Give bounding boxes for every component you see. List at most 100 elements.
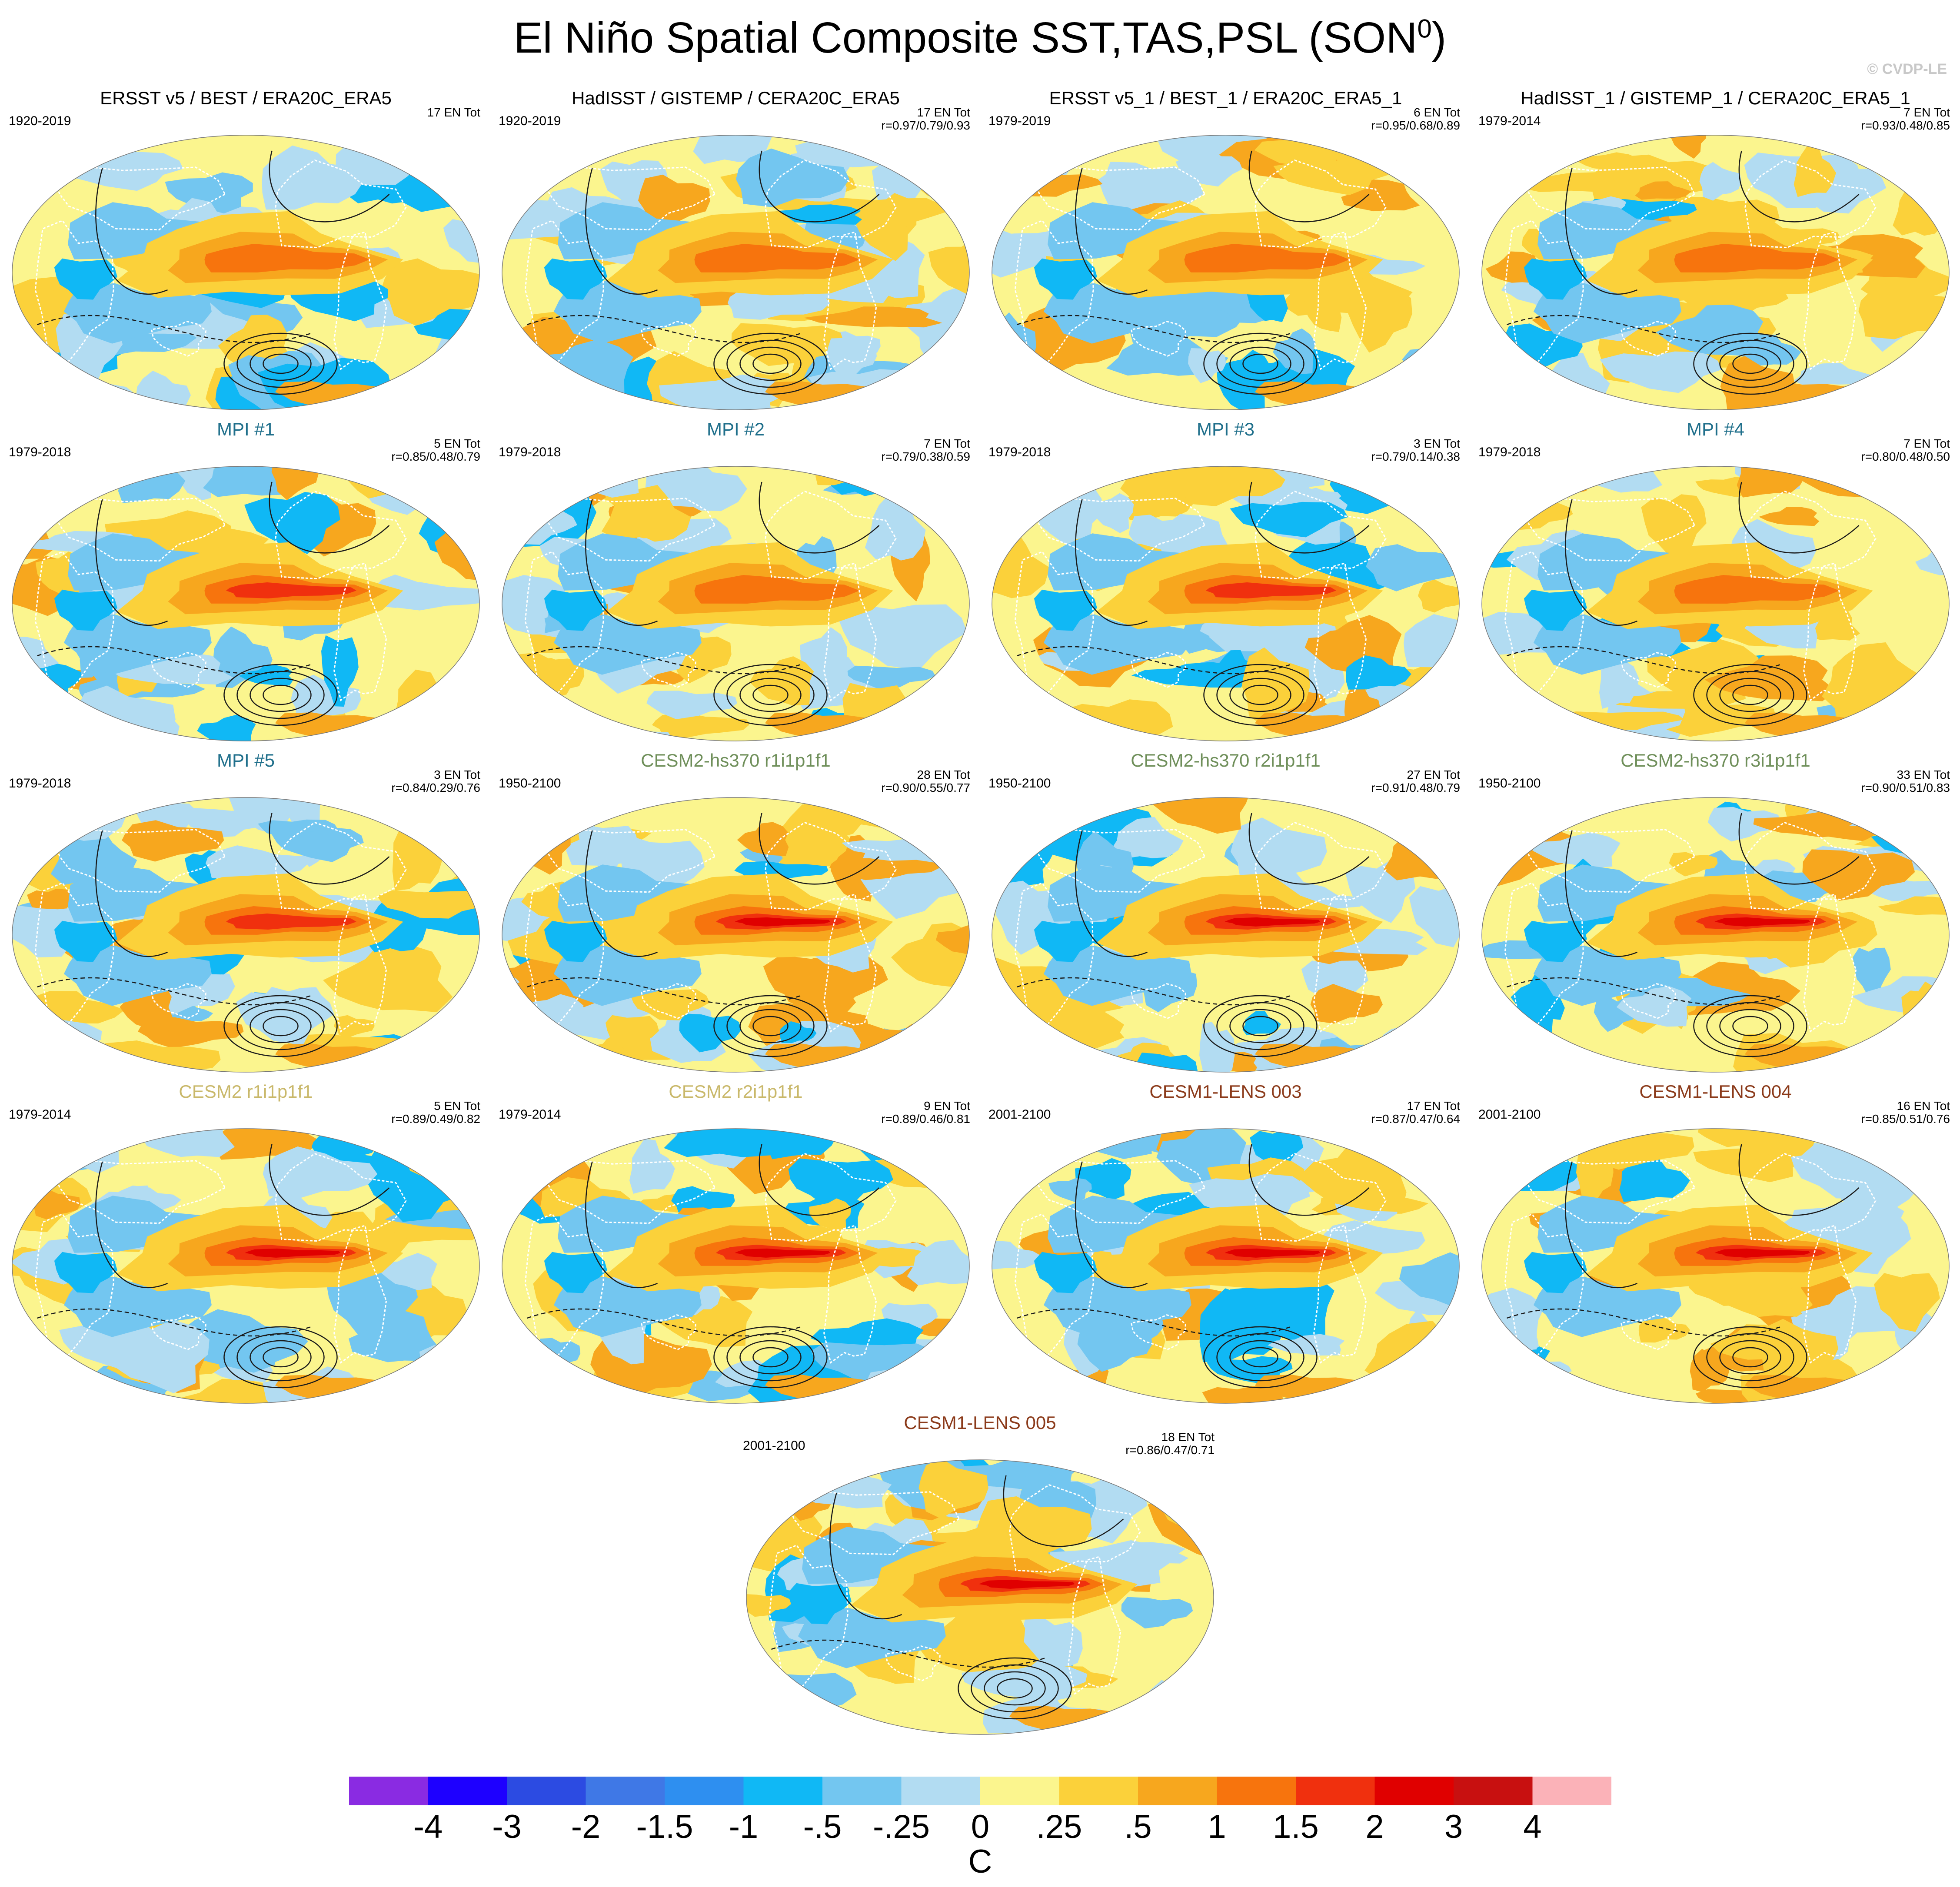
- coastline: [543, 827, 716, 893]
- cool-anomaly: [63, 945, 212, 1006]
- composite-map: [745, 1458, 1215, 1736]
- event-count: 27 EN Tot: [1407, 768, 1460, 781]
- panel-count: 7 EN Tot r=0.79/0.38/0.59: [881, 437, 970, 463]
- panel-count: 17 EN Tot r=0.97/0.79/0.93: [881, 106, 970, 132]
- anomaly-region: [1818, 1057, 1943, 1072]
- map-border: [502, 797, 970, 1073]
- coastline: [1744, 1153, 1877, 1242]
- anomaly-region: [786, 1474, 892, 1508]
- nino-warm-core: [226, 914, 356, 930]
- cool-anomaly: [1524, 920, 1587, 962]
- anomaly-region: [122, 820, 224, 862]
- warm-anomaly: [1255, 1043, 1359, 1067]
- anomaly-region: [1482, 466, 1547, 504]
- anomaly-region: [804, 306, 942, 328]
- anomaly-region: [1188, 348, 1226, 383]
- anomaly-region: [1482, 149, 1514, 183]
- panel-years: 1950-2100: [1478, 776, 1541, 791]
- psl-contour: [1732, 684, 1768, 705]
- anomaly-region: [992, 1129, 1064, 1160]
- anomaly-region: [197, 714, 256, 741]
- panel-count: 17 EN Tot: [427, 106, 480, 119]
- coastline: [1033, 165, 1206, 231]
- anomaly-region: [1200, 618, 1330, 648]
- anomaly-region: [413, 1129, 479, 1140]
- anomaly-region: [847, 665, 935, 688]
- anomaly-region: [421, 466, 479, 513]
- coastline: [765, 1153, 897, 1242]
- panel-years: 1920-2019: [9, 114, 71, 128]
- psl-contour: [37, 1308, 311, 1337]
- event-count: 7 EN Tot: [1903, 437, 1950, 450]
- anomaly-region: [1366, 544, 1459, 591]
- coastline: [823, 231, 877, 370]
- coastline: [1744, 159, 1877, 249]
- anomaly-region: [1121, 1597, 1193, 1629]
- anomaly-region: [659, 1296, 753, 1347]
- event-count: 28 EN Tot: [917, 768, 970, 781]
- anomaly-region: [935, 923, 969, 957]
- composite-map: [990, 796, 1461, 1074]
- psl-contour: [1732, 353, 1768, 374]
- nino-warm-core: [1714, 1248, 1810, 1258]
- map-panel: CESM1-LENS 003 2001-2100 17 EN Tot r=0.87/0…: [981, 1081, 1471, 1412]
- anomaly-region: [1697, 1129, 1788, 1147]
- coastline: [34, 219, 114, 372]
- coastline: [1014, 219, 1094, 372]
- map-panel: MPI #1 1979-2018 5 EN Tot r=0.85/0.48/0.79: [1, 419, 491, 749]
- anomaly-region: [776, 804, 852, 871]
- colorbar-swatch: [1374, 1777, 1454, 1805]
- anomaly-region: [1669, 135, 1707, 159]
- event-count: 18 EN Tot: [1161, 1430, 1215, 1444]
- anomaly-region: [538, 466, 650, 498]
- panel-title: MPI #5: [216, 750, 275, 771]
- anomaly-region: [992, 1240, 1043, 1271]
- psl-contour: [1719, 1009, 1781, 1043]
- psl-contour: [95, 499, 168, 626]
- coastline: [1033, 827, 1206, 893]
- pattern-correlation: r=0.79/0.14/0.38: [1371, 450, 1460, 463]
- anomaly-region: [1638, 1316, 1690, 1343]
- psl-contour: [37, 315, 311, 343]
- cool-anomaly: [54, 1252, 117, 1293]
- psl-contour: [984, 1671, 1046, 1706]
- psl-contour: [223, 664, 338, 726]
- coastline: [765, 821, 897, 911]
- psl-contour: [1203, 1326, 1318, 1389]
- composite-map: [990, 1127, 1461, 1405]
- colorbar-tick-label: -4: [413, 1808, 443, 1845]
- event-count: 7 EN Tot: [924, 437, 970, 450]
- psl-contour: [739, 678, 802, 712]
- panel-title: MPI #2: [706, 419, 765, 439]
- anomaly-region: [1669, 852, 1718, 877]
- coastline: [524, 219, 604, 372]
- anomaly-region: [53, 1045, 94, 1068]
- composite-map: [10, 465, 481, 743]
- nino-warm-core: [694, 575, 860, 604]
- anomaly-region: [379, 1253, 437, 1290]
- anomaly-region: [517, 994, 584, 1036]
- anomaly-region: [382, 1129, 422, 1142]
- cool-anomaly: [553, 283, 702, 344]
- composite-map: [500, 465, 971, 743]
- coastline: [1255, 159, 1387, 249]
- anomaly-region: [323, 944, 453, 1012]
- warm-anomaly: [1255, 712, 1359, 736]
- anomaly-region: [1753, 812, 1856, 837]
- psl-contour: [1017, 646, 1291, 674]
- nino-warm-core: [245, 1248, 341, 1258]
- anomaly-region: [1833, 393, 1949, 410]
- composite-map: [500, 1127, 971, 1405]
- nino-warm-core: [1225, 917, 1321, 927]
- nino-warm-core: [979, 1579, 1075, 1589]
- anomaly-region: [1707, 807, 1780, 842]
- colorbar-swatch: [980, 1777, 1059, 1805]
- anomaly-region: [1690, 1349, 1729, 1392]
- coastline: [53, 496, 226, 562]
- anomaly-region: [108, 651, 234, 685]
- colorbar-swatch: [507, 1777, 586, 1805]
- coastline: [275, 1153, 407, 1242]
- coastline: [1033, 1158, 1206, 1224]
- anomaly-region: [1497, 797, 1536, 835]
- anomaly-region: [679, 1013, 741, 1053]
